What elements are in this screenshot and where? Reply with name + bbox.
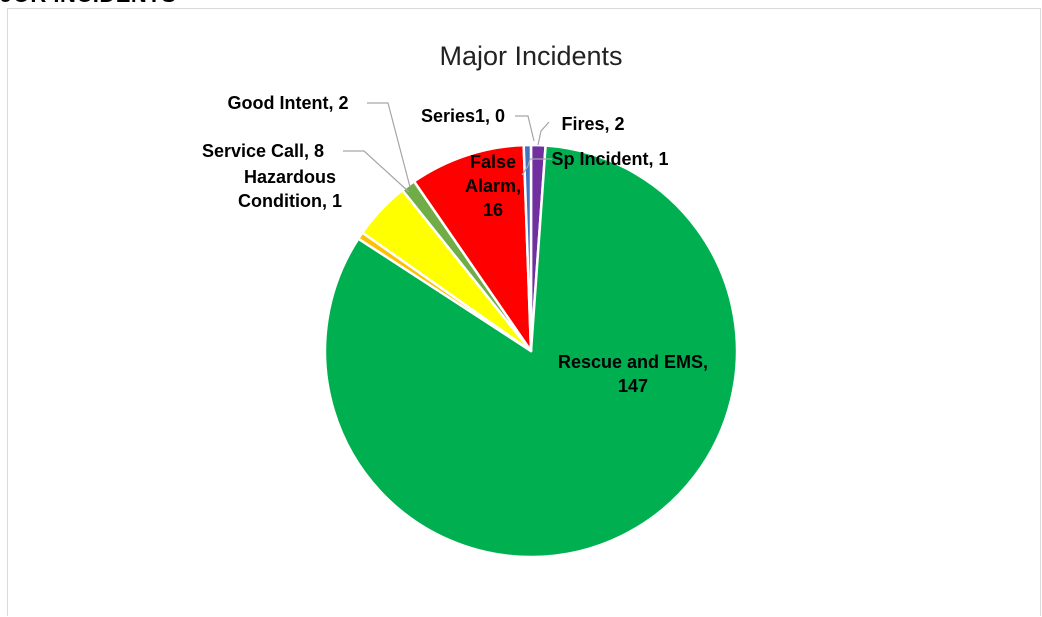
data-label-series1: Series1, 0: [421, 106, 505, 126]
pie-slices: [323, 143, 739, 559]
data-label-false-alarm: False Alarm, 16: [465, 152, 521, 220]
data-labels: Fires, 2 Rescue and EMS, 147 Hazardous Condi…: [202, 93, 708, 396]
pie-slice-sp-incident: [522, 143, 533, 353]
leader-line-series1: [515, 115, 535, 142]
leader-line-fires: [537, 121, 550, 146]
leader-line-sp-incident: [521, 158, 552, 176]
leader-lines: [343, 102, 552, 193]
pie-chart: Major Incidents Fires, 2 Rescue and EMS, 1…: [202, 41, 739, 559]
data-label-hazardous-condition: Hazardous Condition, 1: [238, 167, 342, 211]
data-label-sp-incident: Sp Incident, 1: [551, 149, 668, 169]
page-heading: JOR INCIDENTS: [0, 0, 176, 8]
data-label-rescue-and-ems: Rescue and EMS, 147: [558, 352, 708, 396]
data-label-good-intent: Good Intent, 2: [228, 93, 349, 113]
pie-slice-false-alarm: [412, 143, 533, 353]
leader-line-service-call: [343, 150, 410, 193]
data-label-service-call: Service Call, 8: [202, 141, 324, 161]
leader-line-good-intent: [367, 102, 411, 188]
chart-title: Major Incidents: [439, 41, 622, 71]
data-label-fires: Fires, 2: [561, 114, 624, 134]
chart-area: Major Incidents Fires, 2 Rescue and EMS, 1…: [7, 8, 1041, 616]
